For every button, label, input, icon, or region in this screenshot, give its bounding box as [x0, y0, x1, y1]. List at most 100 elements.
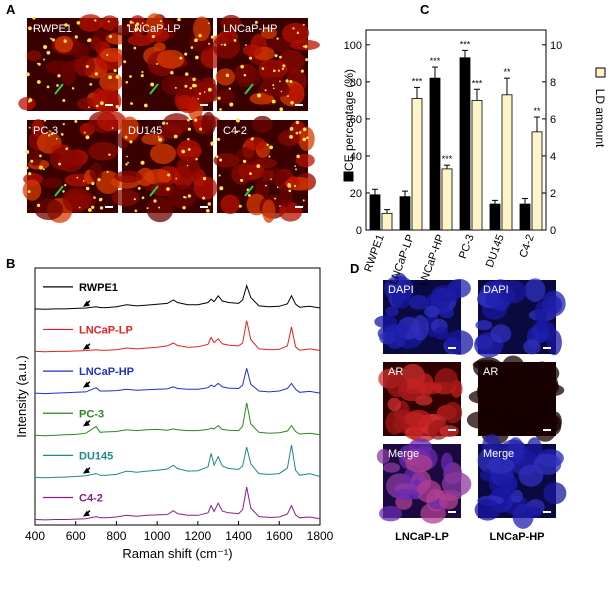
droplet	[242, 159, 247, 164]
droplet	[88, 208, 92, 212]
cell	[112, 25, 132, 36]
significance: ***	[472, 78, 483, 88]
cell	[261, 27, 277, 39]
droplet	[37, 62, 41, 66]
cell	[523, 339, 541, 355]
droplet	[186, 164, 189, 167]
cell	[408, 294, 430, 310]
droplet	[208, 42, 211, 45]
micrograph	[374, 273, 474, 355]
droplet	[50, 37, 53, 40]
droplet	[198, 92, 202, 95]
cell	[201, 111, 216, 136]
droplet	[298, 131, 302, 134]
droplet	[202, 196, 206, 200]
droplet	[140, 160, 145, 165]
cell	[220, 14, 242, 31]
droplet	[256, 164, 261, 169]
y2-tick-label: 6	[550, 114, 556, 126]
droplet	[25, 72, 30, 77]
cell	[220, 194, 240, 215]
droplet	[44, 119, 47, 122]
arrow-head	[82, 343, 90, 350]
arrow-head	[82, 300, 90, 307]
cell	[54, 35, 74, 53]
droplet	[187, 194, 192, 198]
cell	[146, 196, 174, 223]
droplet	[108, 34, 113, 39]
droplet	[167, 173, 171, 177]
cell	[93, 88, 122, 114]
droplet	[273, 69, 276, 73]
droplet	[124, 135, 128, 139]
droplet	[219, 108, 222, 111]
cell	[472, 359, 501, 370]
spectrum	[34, 284, 321, 310]
droplet	[76, 21, 81, 25]
droplet	[46, 85, 50, 89]
cell	[546, 329, 562, 356]
droplet	[28, 172, 32, 176]
droplet	[62, 99, 66, 102]
droplet	[39, 166, 43, 170]
cell	[445, 330, 474, 355]
series-label: LNCaP-LP	[79, 324, 133, 336]
droplet	[127, 161, 129, 164]
droplet	[187, 138, 190, 141]
micrograph	[213, 115, 317, 223]
cell	[376, 448, 391, 464]
cell	[503, 384, 516, 409]
droplet	[113, 68, 117, 73]
micrograph	[466, 355, 565, 446]
cell	[481, 387, 501, 400]
droplet	[74, 35, 78, 39]
droplet	[238, 204, 242, 208]
micrograph	[378, 362, 463, 443]
droplet	[165, 122, 169, 125]
cell	[405, 454, 433, 473]
droplet	[300, 69, 304, 73]
droplet	[215, 155, 219, 159]
bar	[501, 94, 513, 231]
y-tick-label: 100	[344, 40, 362, 52]
series-label: RWPE1	[79, 282, 118, 294]
arrow	[149, 83, 159, 95]
cell	[150, 143, 176, 165]
droplet	[276, 186, 279, 189]
cell	[62, 187, 92, 213]
droplet	[217, 96, 221, 100]
bar	[441, 168, 453, 231]
droplet	[202, 176, 207, 181]
cell	[213, 153, 240, 168]
droplet	[159, 20, 162, 23]
cell	[261, 169, 274, 182]
droplet	[279, 107, 284, 112]
droplet	[153, 199, 157, 203]
cell	[506, 367, 531, 388]
droplet	[115, 105, 120, 109]
cell	[537, 420, 551, 436]
cell	[252, 115, 273, 133]
droplet	[166, 187, 170, 191]
droplet	[126, 24, 130, 27]
droplet	[62, 190, 65, 193]
droplet	[294, 165, 297, 167]
droplet	[63, 39, 67, 43]
droplet	[203, 91, 206, 93]
droplet	[97, 178, 101, 182]
droplet	[162, 121, 166, 125]
y-tick-label: 0	[356, 225, 362, 237]
cell	[500, 439, 527, 460]
droplet	[304, 44, 308, 49]
droplet	[182, 206, 186, 210]
droplet	[126, 155, 128, 158]
droplet	[99, 206, 104, 210]
droplet	[279, 80, 281, 83]
droplet	[85, 135, 90, 140]
droplet	[74, 119, 78, 123]
cell	[543, 482, 567, 505]
droplet	[177, 17, 181, 22]
droplet	[39, 154, 42, 158]
cell	[441, 471, 472, 497]
